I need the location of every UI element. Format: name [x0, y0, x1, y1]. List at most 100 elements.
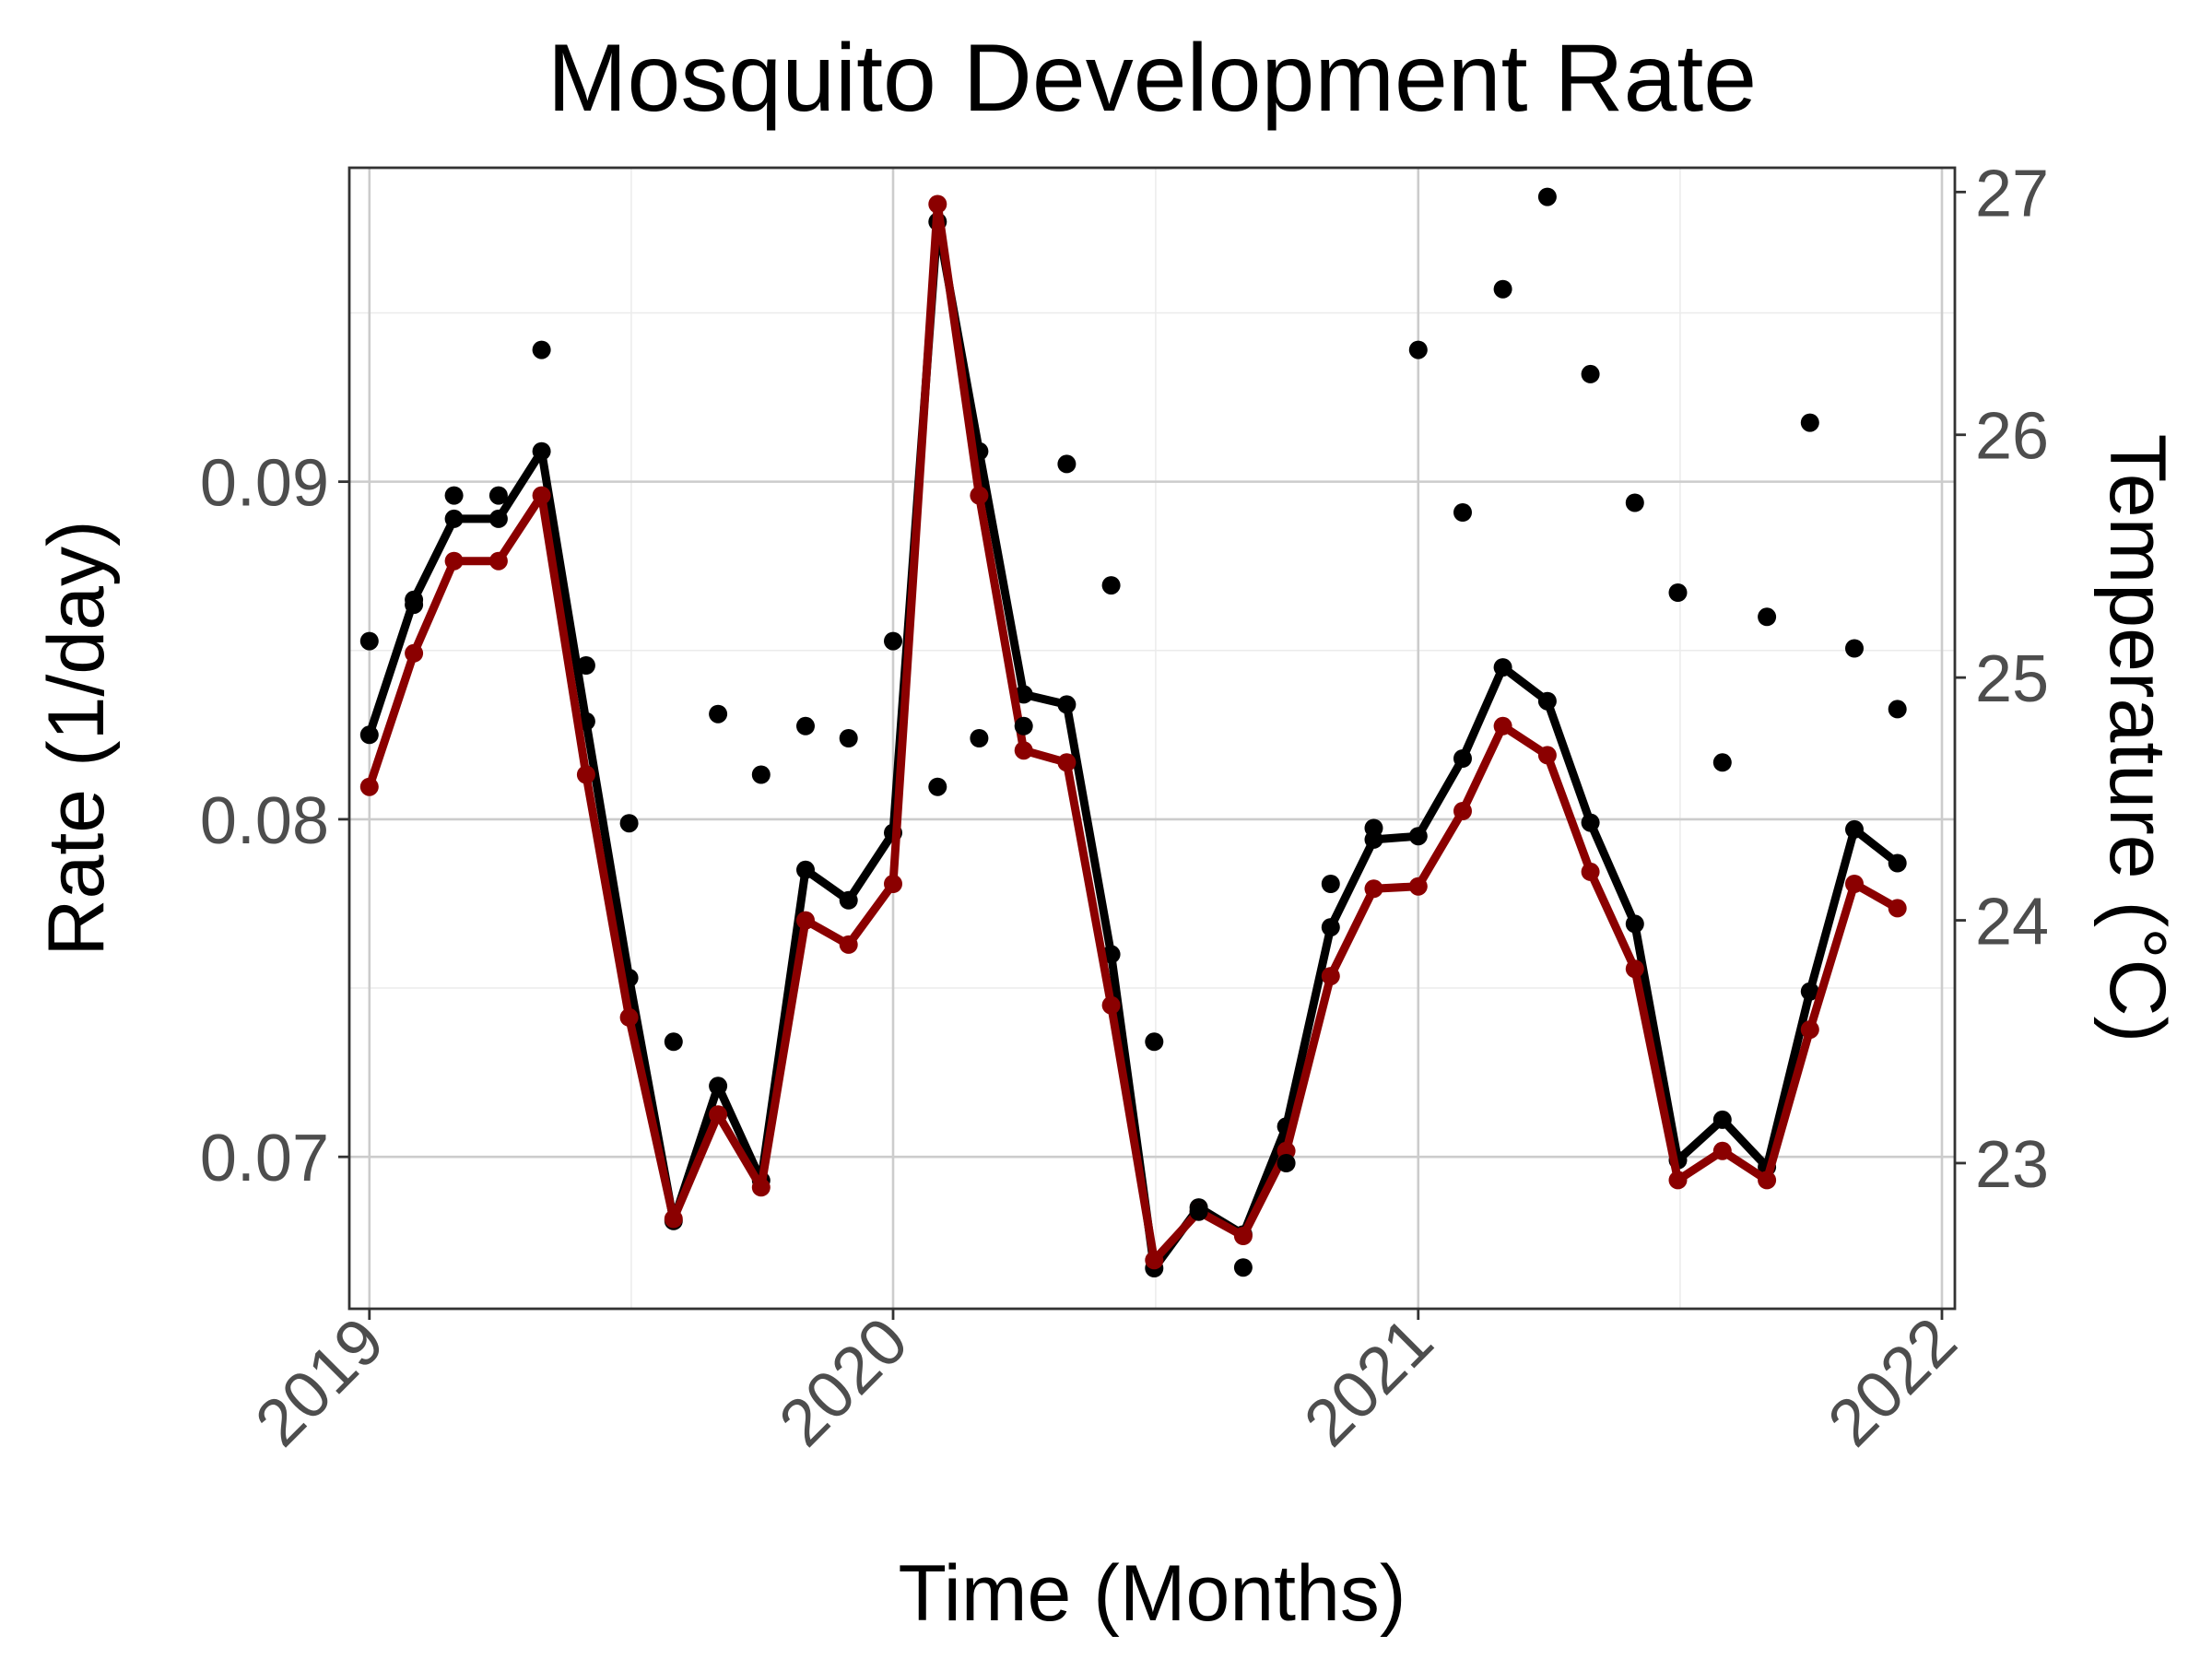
temperature_points-point — [444, 486, 464, 505]
temperature_points-point — [1014, 716, 1033, 735]
rate_line-point — [1712, 1110, 1732, 1129]
temperature_points-point — [1668, 583, 1688, 602]
temperature_points-point — [1800, 413, 1819, 432]
rate_line-point — [1014, 685, 1033, 704]
rate_line-point — [1800, 982, 1819, 1001]
y2-axis-title: Temperature (°C) — [2093, 434, 2182, 1042]
rate_line-point — [1888, 853, 1907, 873]
temperature_line-point — [359, 777, 379, 796]
temperature_points-point — [884, 631, 902, 651]
rate_line-point — [1537, 691, 1557, 711]
temperature_line-point — [1057, 753, 1077, 772]
temperature_points-point — [796, 716, 815, 735]
y2-tick-label: 24 — [1975, 886, 2049, 959]
series-temperature_line — [359, 194, 1907, 1270]
temperature_line-point — [405, 643, 424, 663]
temperature_line-point — [1845, 875, 1864, 893]
temperature_points-point — [359, 631, 379, 651]
rate_line-point — [1453, 749, 1472, 768]
rate_line-point — [1581, 813, 1600, 832]
temperature_points-point — [1493, 279, 1512, 299]
temperature_line-point — [1758, 1171, 1777, 1190]
temperature_points-point — [1277, 1154, 1296, 1172]
temperature_points-point — [1581, 364, 1600, 383]
temperature_points-point — [1537, 187, 1557, 206]
temperature_line-point — [664, 1209, 683, 1229]
rate_line-point — [839, 890, 858, 910]
temperature_points-point — [1845, 639, 1864, 658]
x-tick-label: 2020 — [765, 1304, 922, 1461]
rate_line-point — [1408, 827, 1428, 846]
temperature_points-point — [664, 1032, 683, 1052]
x-tick-label: 2022 — [1814, 1304, 1971, 1461]
temperature_line-point — [1364, 879, 1383, 899]
temperature_line-point — [796, 911, 815, 930]
temperature_line-point — [1888, 899, 1907, 918]
temperature_points-point — [709, 704, 728, 724]
y2-tick-label: 25 — [1975, 642, 2049, 716]
temperature_line-point — [1625, 959, 1644, 979]
temperature_line-point — [1408, 877, 1428, 896]
rate_line-point — [359, 725, 379, 745]
temperature_line-point — [928, 194, 947, 214]
y-tick-label: 0.07 — [200, 1122, 329, 1195]
temperature_points-point — [1625, 493, 1644, 512]
temperature_points-point — [1321, 875, 1340, 893]
temperature_points-point — [1233, 1258, 1253, 1277]
temperature_line-point — [839, 935, 858, 954]
temperature_line-path — [365, 200, 1902, 1265]
temperature_points-point — [619, 814, 639, 833]
temperature_points-point — [405, 595, 424, 615]
temperature_points-point — [1453, 503, 1472, 522]
y2-tick-label: 23 — [1975, 1128, 2049, 1202]
temperature_points-point — [1189, 1202, 1208, 1221]
temperature_line-point — [1101, 995, 1121, 1015]
rate_line-point — [709, 1077, 728, 1096]
temperature_points-point — [751, 765, 771, 784]
axes: 0.07 0.08 0.09 23 24 25 26 27 2019 2020 2021 2022 — [200, 157, 2049, 1460]
x-tick-label: 2021 — [1290, 1304, 1447, 1461]
rate_line-point — [1493, 658, 1512, 677]
temperature_line-point — [1712, 1141, 1732, 1160]
chart-title: Mosquito Development Rate — [547, 25, 1757, 132]
temperature_line-point — [532, 486, 551, 505]
rate_line-point — [488, 509, 508, 528]
temperature_points-point — [1712, 753, 1732, 772]
rate_line-path — [365, 218, 1902, 1273]
temperature_line-point — [970, 486, 989, 505]
temperature_line-point — [1668, 1171, 1688, 1190]
rate_line-point — [1625, 914, 1644, 934]
temperature_line-point — [751, 1178, 771, 1197]
temperature_line-point — [444, 551, 464, 571]
temperature_points-point — [1057, 454, 1077, 474]
temperature_points-point — [1364, 818, 1383, 838]
temperature_points-point — [1145, 1032, 1164, 1052]
temperature_points-point — [1101, 576, 1121, 595]
temperature_points-point — [576, 656, 595, 675]
temperature_points-point — [970, 729, 989, 747]
temperature_line-point — [1537, 746, 1557, 765]
temperature_line-point — [1493, 716, 1512, 735]
temperature_points-point — [839, 729, 858, 747]
temperature_points-point — [1758, 607, 1777, 627]
temperature_points-point — [532, 340, 551, 359]
x-tick-label: 2019 — [241, 1304, 398, 1461]
rate_line-point — [532, 441, 551, 461]
temperature_line-point — [709, 1105, 728, 1124]
temperature_line-point — [1581, 862, 1600, 881]
temperature_line-point — [1453, 802, 1472, 820]
y-tick-label: 0.08 — [200, 784, 329, 858]
y-axis-title: Rate (1/day) — [32, 520, 121, 956]
y2-tick-label: 27 — [1975, 157, 2049, 230]
x-axis-title: Time (Months) — [898, 1549, 1406, 1638]
temperature_line-point — [1321, 967, 1340, 986]
temperature_line-point — [1800, 1020, 1819, 1040]
temperature_points-point — [488, 486, 508, 505]
temperature_points-point — [1408, 340, 1428, 359]
temperature_line-point — [619, 1007, 639, 1027]
temperature_line-point — [1014, 741, 1033, 760]
panel-border — [347, 166, 1957, 1311]
rate_line-point — [796, 860, 815, 879]
temperature_points-point — [1888, 700, 1907, 719]
